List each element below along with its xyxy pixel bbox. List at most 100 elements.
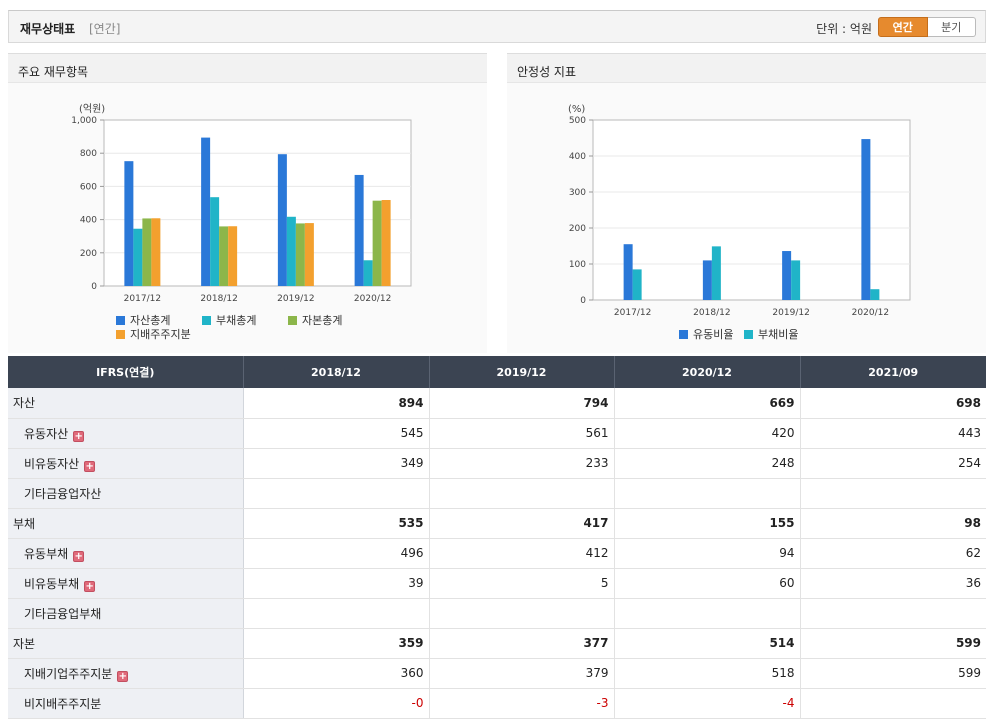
table-row: 유동부채 +496 412 94 62 xyxy=(8,538,986,569)
stability-panel-header: 안정성 지표 xyxy=(507,53,986,83)
expand-plus-icon[interactable]: + xyxy=(84,580,96,592)
bar xyxy=(286,216,296,286)
key-items-panel: 주요 재무항목 0 200 400 600 800 1,000 (억원) 2017/12 201… xyxy=(8,53,487,353)
row-label-cell: 자산 xyxy=(8,388,244,419)
table-cell: 545 xyxy=(242,418,429,449)
table-cell: 514 xyxy=(613,628,800,659)
table-row: 자산 894 794 669 698 xyxy=(8,388,986,419)
table-row: 기타금융업자산 xyxy=(8,478,986,509)
table-cell: 94 xyxy=(613,538,800,569)
bar xyxy=(219,226,229,286)
expand-plus-icon[interactable]: + xyxy=(117,670,129,682)
bar xyxy=(142,218,152,286)
legend-swatch xyxy=(202,315,211,325)
table-cell: 349 xyxy=(242,448,429,479)
bar xyxy=(791,260,801,300)
y-tick-label: 400 xyxy=(569,152,586,162)
stability-legend: 유동비율 부채비율 xyxy=(679,326,879,342)
bar xyxy=(381,200,391,286)
statement-title: 재무상태표 xyxy=(20,22,76,36)
row-label: 부채 xyxy=(13,516,36,531)
row-label-cell: 비유동자산 + xyxy=(8,448,244,479)
row-label-cell: 부채 xyxy=(8,508,244,539)
legend-item: 유동비율 xyxy=(679,326,733,342)
table-column-header: 2019/12 xyxy=(428,356,614,388)
table-cell: 379 xyxy=(428,658,614,689)
table-cell: -4 xyxy=(613,688,800,719)
table-cell: 599 xyxy=(799,628,986,659)
table-cell: 62 xyxy=(799,538,986,569)
table-header-row: IFRS(연결) 2018/12 2019/12 2020/12 2021/09 xyxy=(8,356,986,388)
table-cell xyxy=(428,478,614,509)
bar xyxy=(782,251,792,300)
x-tick-label: 2020/12 xyxy=(852,308,889,318)
bar xyxy=(201,137,211,286)
legend-label: 자본총계 xyxy=(302,314,343,327)
legend-item: 지배주주지분 xyxy=(116,326,191,342)
table-row: 기타금융업부채 xyxy=(8,598,986,629)
table-cell: 794 xyxy=(428,388,614,419)
legend-label: 부채비율 xyxy=(758,328,799,341)
y-tick-label: 400 xyxy=(80,216,97,226)
stability-panel-title: 안정성 지표 xyxy=(517,65,577,79)
expand-plus-icon[interactable]: + xyxy=(73,430,85,442)
y-tick-label: 0 xyxy=(580,296,586,306)
table-cell: -3 xyxy=(428,688,614,719)
row-label: 비유동자산 xyxy=(24,456,80,471)
table-cell: 698 xyxy=(799,388,986,419)
table-row: 지배기업주주지분 +360 379 518 599 xyxy=(8,658,986,689)
x-tick-label: 2020/12 xyxy=(354,294,391,303)
legend-label: 지배주주지분 xyxy=(130,328,191,341)
bar xyxy=(124,161,134,286)
table-column-header: 2018/12 xyxy=(242,356,429,388)
balance-sheet-table: IFRS(연결) 2018/12 2019/12 2020/12 2021/09… xyxy=(8,356,986,719)
statement-period: [연간] xyxy=(89,22,121,36)
table-header-label: IFRS(연결) xyxy=(8,356,243,388)
table-cell: 518 xyxy=(613,658,800,689)
table-cell: 233 xyxy=(428,448,614,479)
row-label: 기타금융업부채 xyxy=(24,606,102,621)
key-items-panel-title: 주요 재무항목 xyxy=(18,65,89,79)
row-label: 지배기업주주지분 xyxy=(24,666,113,681)
bar xyxy=(702,260,712,300)
table-cell: -0 xyxy=(242,688,429,719)
table-cell xyxy=(799,598,986,629)
row-label-cell: 비지배주주지분 xyxy=(8,688,244,719)
legend-swatch xyxy=(116,329,125,339)
table-cell xyxy=(613,478,800,509)
legend-item: 자본총계 xyxy=(288,312,342,328)
statement-header: 재무상태표 [연간] 단위 : 억원 연간 분기 xyxy=(8,10,986,43)
key-items-chart: 0 200 400 600 800 1,000(억원) 2017/12 2018/12 2019… xyxy=(71,103,412,303)
key-items-panel-header: 주요 재무항목 xyxy=(8,53,487,83)
bar xyxy=(354,174,364,286)
x-tick-label: 2018/12 xyxy=(693,308,730,318)
table-cell xyxy=(428,598,614,629)
y-tick-label: 1,000 xyxy=(71,116,97,126)
x-tick-label: 2017/12 xyxy=(614,308,651,318)
bar xyxy=(210,197,220,286)
annual-toggle-button[interactable]: 연간 xyxy=(878,17,928,37)
legend-swatch xyxy=(116,315,125,325)
table-cell: 496 xyxy=(242,538,429,569)
row-label: 비지배주주지분 xyxy=(24,696,102,711)
table-cell: 60 xyxy=(613,568,800,599)
quarter-toggle-button[interactable]: 분기 xyxy=(927,17,976,37)
table-cell: 248 xyxy=(613,448,800,479)
table-cell: 535 xyxy=(242,508,429,539)
table-cell: 561 xyxy=(428,418,614,449)
legend-label: 유동비율 xyxy=(693,328,734,341)
table-cell: 254 xyxy=(799,448,986,479)
table-cell: 98 xyxy=(799,508,986,539)
expand-plus-icon[interactable]: + xyxy=(84,460,96,472)
legend-label: 부채총계 xyxy=(216,314,257,327)
table-cell xyxy=(799,688,986,719)
table-row: 비지배주주지분 -0 -3 -4 xyxy=(8,688,986,719)
row-label-cell: 자본 xyxy=(8,628,244,659)
row-label: 자본 xyxy=(13,636,36,651)
y-tick-label: 200 xyxy=(80,249,97,259)
table-column-header: 2021/09 xyxy=(799,356,986,388)
bar xyxy=(711,246,721,300)
expand-plus-icon[interactable]: + xyxy=(73,550,85,562)
bar xyxy=(151,218,161,286)
bar xyxy=(363,260,373,286)
